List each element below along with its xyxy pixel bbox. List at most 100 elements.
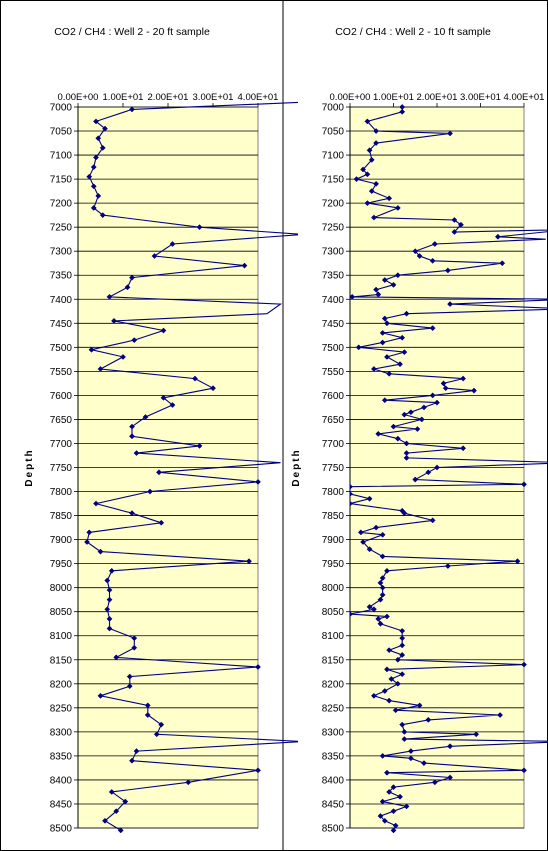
data-point — [124, 284, 131, 291]
data-point — [386, 647, 393, 654]
data-point — [440, 380, 447, 387]
data-point — [370, 606, 377, 613]
data-point — [397, 361, 403, 368]
series-line — [350, 107, 548, 831]
data-point — [416, 702, 423, 709]
data-point — [169, 241, 176, 247]
data-point — [196, 224, 203, 231]
data-point — [241, 262, 248, 269]
y-tick-label: 7300 — [322, 247, 345, 258]
data-point — [386, 788, 393, 795]
data-point — [497, 712, 504, 718]
data-point — [425, 716, 432, 723]
y-tick-label: 7250 — [322, 223, 345, 234]
data-point — [381, 817, 388, 824]
y-tick-label: 7900 — [50, 535, 73, 546]
data-point — [133, 748, 140, 755]
data-point — [353, 176, 360, 183]
y-tick-label: 8150 — [322, 655, 345, 666]
y-tick-label: 7050 — [50, 127, 73, 138]
chart-panel-1: CO2 / CH4 : Well 2 - 20 ft sample 7000 705… — [24, 26, 298, 835]
data-point — [384, 353, 390, 360]
data-point — [129, 510, 135, 517]
data-point — [192, 375, 198, 382]
y-tick-label: 7200 — [322, 199, 345, 210]
y-tick-label: 7800 — [322, 487, 345, 498]
data-point — [108, 788, 115, 795]
data-point — [390, 423, 397, 430]
data-point — [375, 615, 382, 622]
data-point — [360, 166, 367, 173]
data-point — [386, 195, 393, 202]
data-point — [379, 329, 386, 336]
data-point — [129, 274, 135, 281]
data-point — [381, 688, 388, 694]
y-tick-label: 8450 — [322, 799, 345, 810]
y-tick-label: 7350 — [50, 271, 73, 282]
data-point — [460, 445, 467, 452]
data-point — [384, 567, 390, 574]
x-tick-label: 4.00E+01 — [238, 92, 279, 103]
y-tick-label: 8050 — [322, 607, 345, 618]
data-point — [403, 454, 410, 461]
data-point — [196, 442, 203, 449]
y-tick-label: 7350 — [322, 271, 345, 282]
y-tick-label: 7600 — [50, 391, 73, 402]
data-point — [379, 531, 386, 538]
data-point — [147, 488, 153, 495]
data-point — [366, 147, 373, 154]
data-point — [156, 469, 162, 476]
data-point — [144, 712, 151, 718]
chart-title: CO2 / CH4 : Well 2 - 20 ft sample — [54, 26, 210, 38]
data-point — [401, 411, 408, 418]
x-tick-label: 2.00E+01 — [148, 92, 189, 103]
data-point — [447, 774, 454, 781]
data-point — [144, 702, 151, 709]
y-tick-label: 7550 — [50, 367, 73, 378]
data-point — [364, 118, 371, 125]
data-point — [153, 731, 160, 738]
y-tick-label: 8200 — [50, 679, 73, 690]
data-point — [160, 327, 167, 334]
data-point — [368, 188, 375, 195]
data-point — [403, 440, 410, 447]
data-point — [255, 767, 261, 774]
data-point — [350, 483, 353, 490]
data-point — [394, 204, 401, 211]
y-tick-label: 8100 — [322, 631, 345, 642]
data-point — [131, 337, 138, 344]
data-point — [451, 229, 458, 235]
data-point — [379, 339, 386, 346]
data-point — [494, 233, 501, 240]
data-point — [364, 171, 371, 178]
data-point — [95, 135, 102, 142]
data-point — [386, 697, 393, 704]
y-tick-label: 7750 — [322, 463, 345, 474]
y-tick-label: 8500 — [50, 824, 73, 835]
y-tick-label: 7200 — [50, 199, 73, 210]
y-tick-label: 7850 — [50, 511, 73, 522]
data-point — [431, 241, 438, 247]
data-point — [384, 613, 390, 620]
data-point — [90, 183, 97, 190]
y-tick-label: 7500 — [50, 343, 73, 354]
data-point — [401, 349, 408, 356]
data-point — [350, 611, 353, 618]
y-tick-label: 7850 — [322, 511, 345, 522]
data-point — [88, 346, 95, 353]
data-point — [425, 469, 432, 476]
data-point — [373, 180, 380, 187]
data-point — [394, 435, 401, 442]
y-axis-label: Depth — [24, 448, 35, 486]
data-point — [255, 478, 261, 485]
data-point — [473, 731, 480, 738]
data-point — [129, 433, 135, 440]
data-point — [399, 721, 406, 728]
y-tick-label: 7000 — [322, 103, 345, 114]
series-group — [84, 101, 298, 834]
data-point — [210, 385, 216, 392]
data-point — [104, 577, 111, 584]
data-point — [86, 529, 93, 536]
data-point — [379, 584, 386, 591]
data-point — [429, 325, 436, 332]
